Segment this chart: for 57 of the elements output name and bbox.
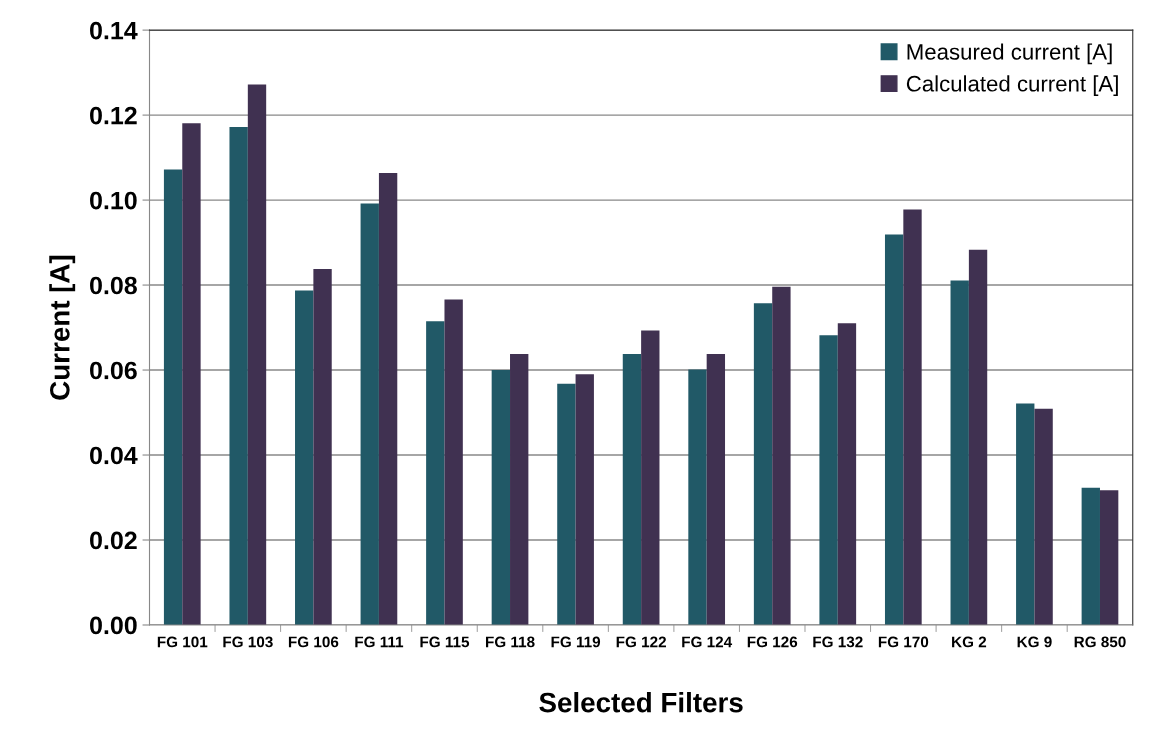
bar	[772, 286, 791, 625]
y-tick-label: 0.14	[90, 21, 138, 40]
x-tick-label: FG 170	[878, 636, 929, 648]
bar	[247, 84, 267, 625]
x-tick-label: KG 9	[1017, 636, 1052, 648]
bar	[163, 169, 183, 625]
y-tick-label: 0.08	[90, 276, 137, 295]
bar	[884, 234, 904, 625]
bar	[557, 383, 576, 625]
bar	[182, 123, 201, 625]
bar	[706, 353, 726, 625]
x-tick-label: FG 122	[616, 636, 666, 648]
bar	[819, 335, 838, 625]
x-tick-label: FG 103	[223, 636, 273, 648]
x-tick-label: RG 850	[1074, 636, 1126, 648]
x-tick-label: FG 118	[485, 636, 535, 648]
x-tick-label: FG 132	[813, 636, 863, 648]
bar	[837, 323, 857, 625]
bar	[378, 172, 398, 625]
bar	[1034, 408, 1053, 625]
x-tick-label: FG 115	[420, 636, 470, 648]
bar	[753, 303, 773, 625]
bar	[950, 280, 969, 625]
bar	[1099, 490, 1119, 625]
x-tick-label: FG 106	[288, 636, 339, 648]
x-tick-label: FG 111	[355, 636, 404, 648]
x-axis-title: Selected Filters	[539, 692, 743, 713]
bar	[622, 353, 642, 625]
legend-label: Calculated current [A]	[906, 75, 1118, 96]
bar	[968, 249, 988, 625]
x-tick-label: FG 126	[747, 636, 798, 648]
bar	[426, 321, 445, 625]
x-tick-label: FG 124	[682, 636, 733, 648]
y-tick-label: 0.00	[90, 616, 137, 635]
bar	[641, 330, 660, 625]
bar	[295, 290, 314, 625]
bar	[575, 374, 594, 625]
x-tick-label: KG 2	[952, 636, 987, 648]
x-tick-label: FG 119	[551, 636, 601, 648]
bar	[360, 203, 379, 625]
bar	[313, 268, 332, 625]
y-tick-label: 0.06	[90, 361, 137, 380]
bar	[1016, 403, 1035, 625]
legend-label: Measured current [A]	[907, 43, 1112, 65]
bar	[903, 209, 922, 625]
bar	[229, 127, 248, 625]
bar	[510, 353, 529, 625]
y-axis-title: Current [A]	[49, 255, 76, 400]
bar	[688, 369, 707, 625]
x-tick-label: FG 101	[157, 636, 208, 648]
y-tick-label: 0.04	[90, 446, 138, 465]
bar	[491, 370, 511, 625]
y-tick-label: 0.10	[90, 191, 137, 210]
bar	[444, 299, 463, 625]
y-tick-label: 0.12	[90, 106, 137, 125]
bar	[1081, 487, 1100, 625]
y-tick-label: 0.02	[90, 531, 137, 550]
